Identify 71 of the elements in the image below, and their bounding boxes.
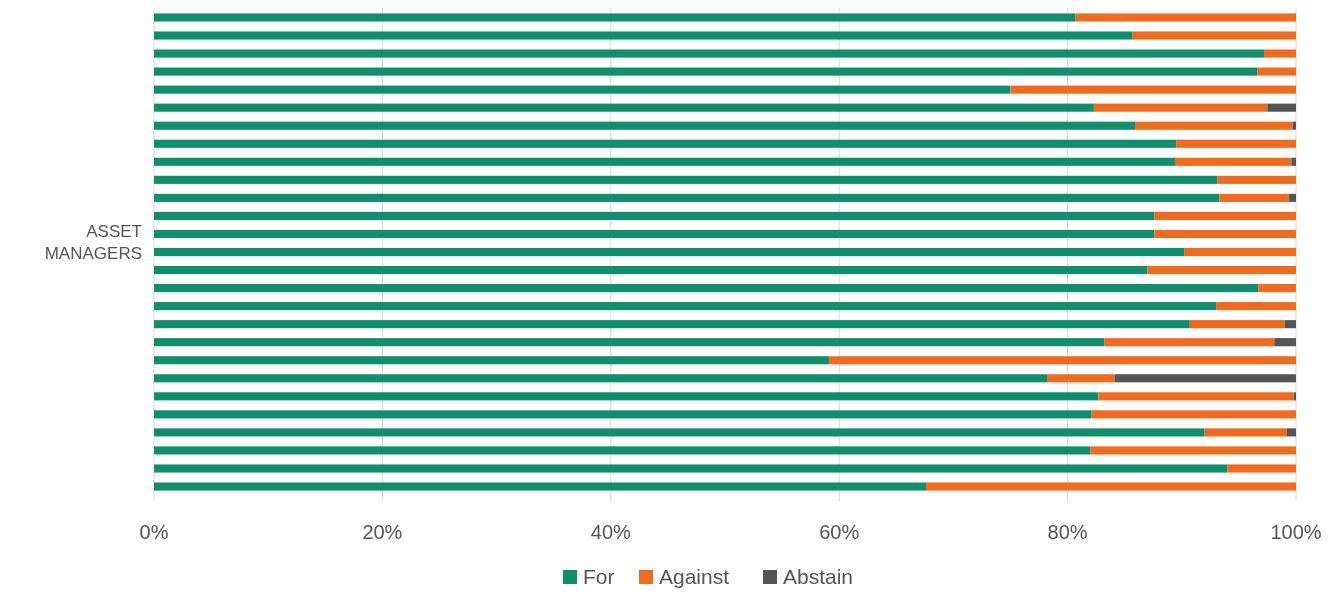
bar: [154, 320, 1190, 329]
bar: [154, 446, 1091, 455]
bar: [925, 482, 1296, 491]
bar: [1090, 446, 1296, 455]
x-tick-label: 80%: [1047, 521, 1088, 543]
bar: [154, 229, 1155, 239]
bar: [154, 103, 1094, 112]
x-tick-label: 0%: [139, 521, 169, 543]
x-tick-label: 60%: [819, 521, 860, 543]
bar: [1258, 284, 1296, 293]
bar: [154, 85, 1011, 94]
bar: [1289, 193, 1296, 202]
bar: [1184, 247, 1296, 257]
x-tick-label: 100%: [1270, 521, 1322, 543]
bar: [154, 302, 1217, 311]
bar: [1098, 392, 1294, 401]
bar: [154, 428, 1205, 437]
bar: [1267, 103, 1296, 112]
bar: [1291, 157, 1296, 166]
bar: [154, 31, 1133, 40]
bar: [1174, 157, 1292, 166]
bar: [154, 157, 1175, 166]
bar: [1286, 428, 1296, 437]
bar: [154, 374, 1048, 383]
bar: [154, 284, 1259, 293]
bar: [1217, 175, 1296, 184]
bar: [1093, 103, 1268, 112]
bar: [154, 464, 1228, 473]
bar: [1154, 229, 1296, 239]
bar: [154, 247, 1185, 257]
bar: [154, 193, 1220, 202]
bar: [1147, 265, 1296, 275]
bar: [154, 338, 1105, 347]
x-tick-label: 20%: [362, 521, 403, 543]
bar: [154, 482, 926, 491]
bar: [154, 49, 1265, 58]
bar: [154, 121, 1135, 130]
bar: [154, 211, 1155, 220]
bar: [1219, 193, 1290, 202]
bar: [1010, 85, 1296, 94]
bar: [1176, 139, 1296, 148]
bar: [1154, 211, 1296, 220]
bar: [828, 356, 1296, 365]
legend-label: Abstain: [783, 565, 854, 588]
x-tick-label: 40%: [590, 521, 632, 543]
legend-label: Against: [659, 565, 730, 588]
bar: [154, 175, 1218, 184]
bar: [1091, 410, 1296, 419]
bar: [1227, 464, 1296, 473]
bar: [154, 265, 1148, 275]
bar: [154, 392, 1099, 401]
bar: [1134, 121, 1293, 130]
bar: [154, 356, 829, 365]
bar: [1274, 338, 1296, 347]
bar: [154, 13, 1076, 22]
bar: [1104, 338, 1275, 347]
bar: [1132, 31, 1296, 40]
bar: [1216, 302, 1296, 311]
bar: [1047, 374, 1115, 383]
bar: [1075, 13, 1296, 22]
bar: [154, 410, 1092, 419]
y-axis-title: ASSET MANAGERS: [44, 222, 142, 263]
legend-label: For: [583, 565, 615, 588]
bar: [1284, 320, 1296, 329]
bar: [1264, 49, 1296, 58]
bar: [1114, 374, 1296, 383]
bar: [154, 67, 1258, 76]
bar: [154, 139, 1177, 148]
bar: [1257, 67, 1296, 76]
bar: [1204, 428, 1287, 437]
bar: [1189, 320, 1285, 329]
